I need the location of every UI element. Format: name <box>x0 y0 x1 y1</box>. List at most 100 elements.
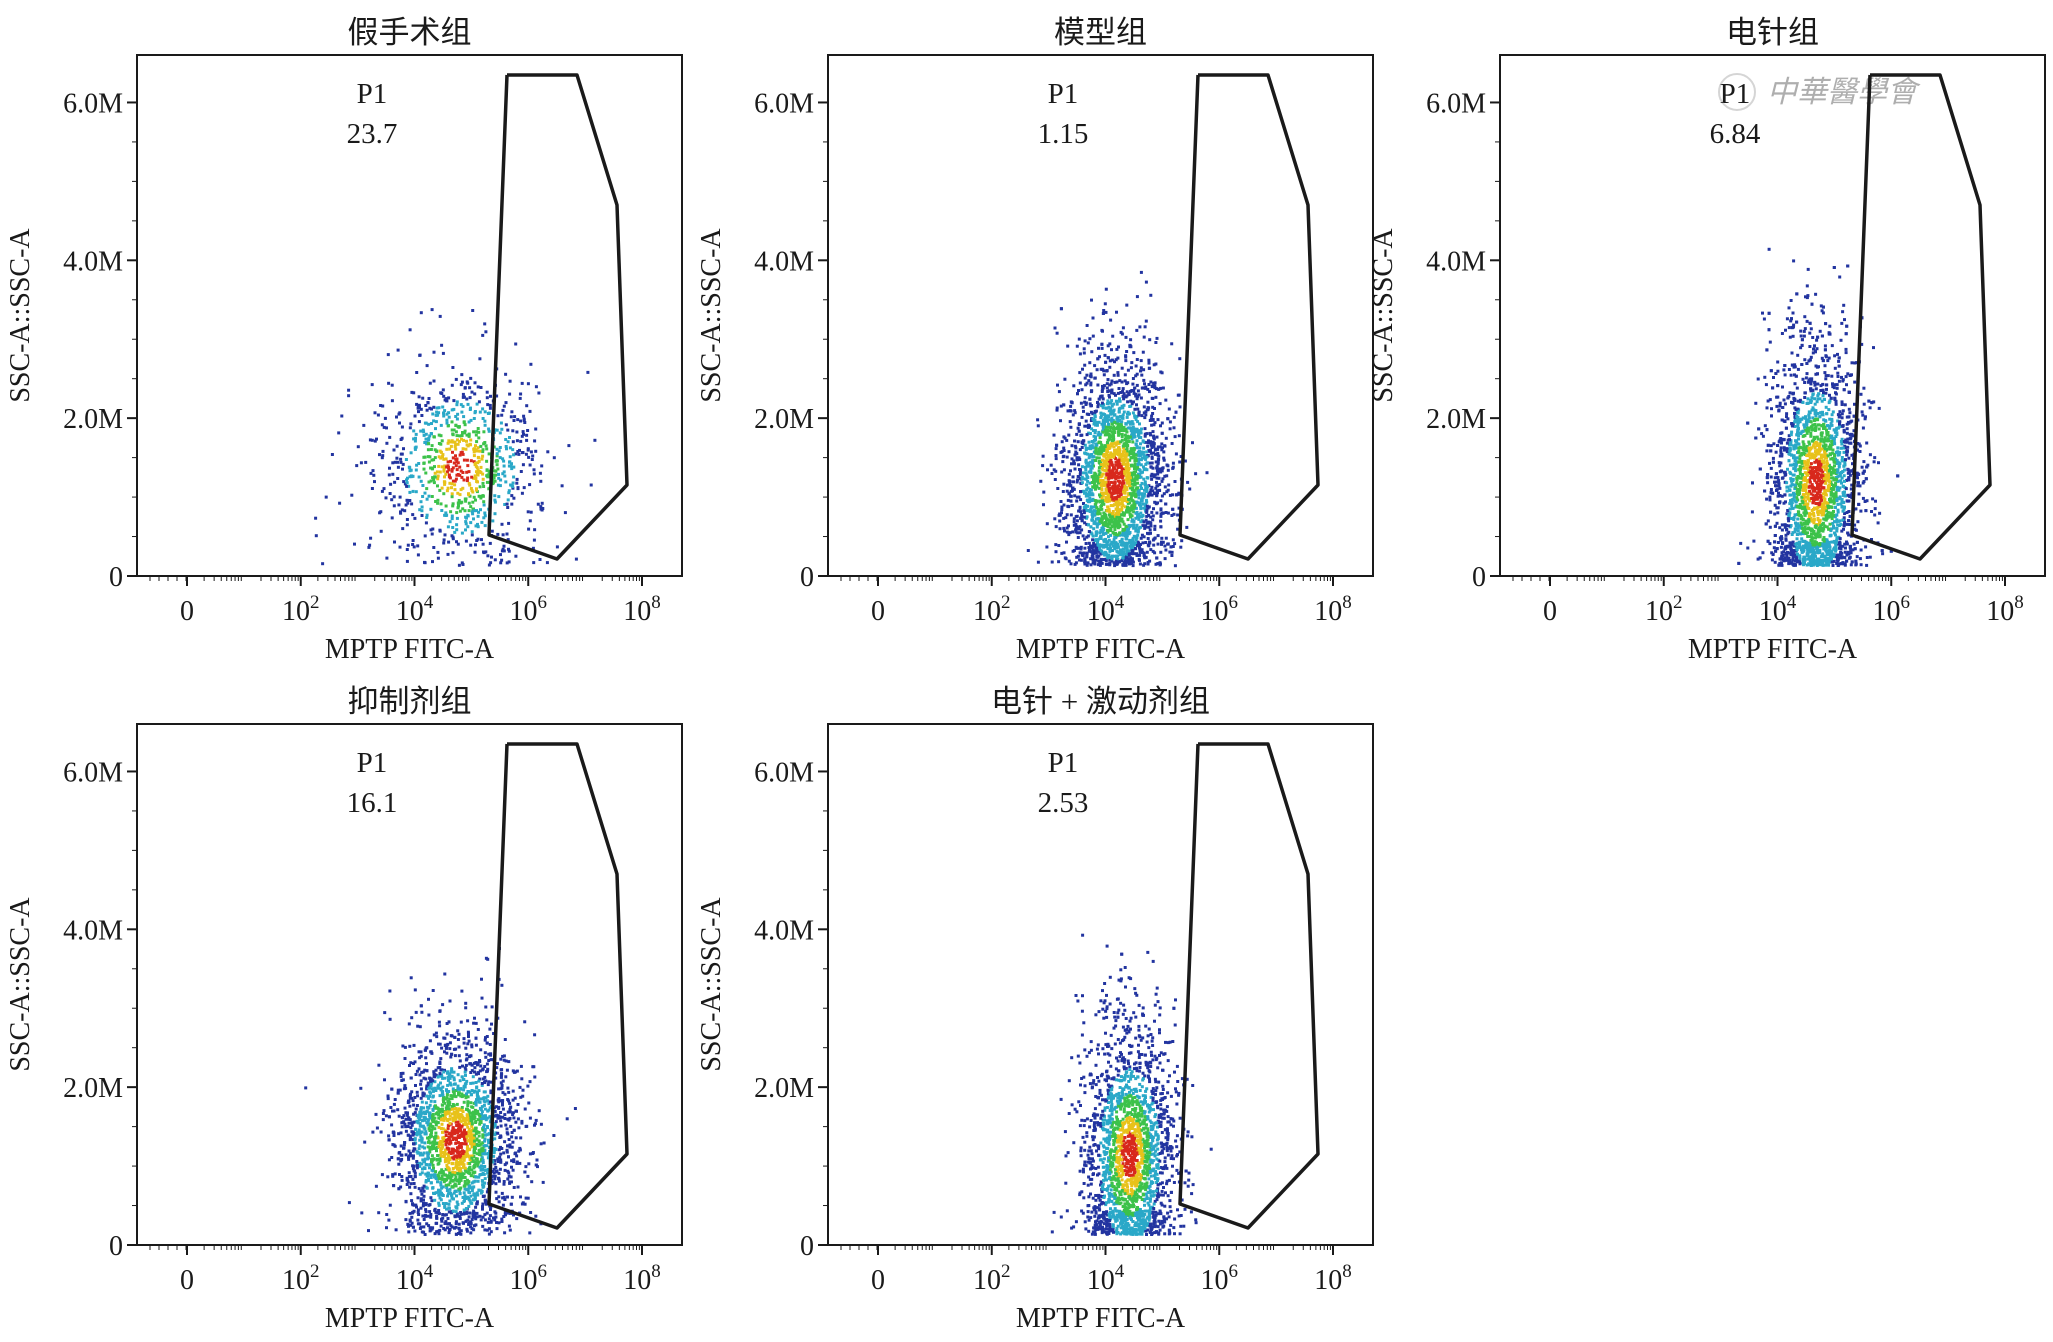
event-dot <box>1118 481 1122 485</box>
event-dot <box>432 435 436 439</box>
event-dot <box>1124 335 1128 339</box>
event-dot <box>387 381 391 385</box>
event-dot <box>415 402 419 406</box>
event-dot <box>1126 426 1130 430</box>
event-dot <box>501 408 505 412</box>
event-dot <box>1078 505 1082 509</box>
event-dot <box>1150 396 1154 400</box>
event-dot <box>495 463 499 467</box>
event-dot <box>1105 482 1109 486</box>
event-dot <box>528 409 532 413</box>
event-dot <box>1125 303 1129 307</box>
event-dot <box>1089 372 1093 376</box>
event-dot <box>507 549 511 553</box>
event-dot <box>1769 475 1773 479</box>
y-tick-label: 4.0M <box>1426 246 1486 277</box>
event-dot <box>1845 427 1849 431</box>
event-dot <box>418 404 421 408</box>
event-dot <box>1159 386 1163 390</box>
event-dot <box>1119 429 1123 432</box>
event-dot <box>424 471 428 475</box>
event-dot <box>410 502 414 506</box>
event-dot <box>1134 364 1138 368</box>
event-dot <box>1094 477 1098 480</box>
event-dot <box>522 486 526 490</box>
event-dot <box>1815 338 1819 342</box>
event-dot <box>1126 468 1130 472</box>
event-dot <box>405 498 409 502</box>
event-dot <box>1094 435 1097 439</box>
event-dot <box>1118 462 1122 466</box>
event-dot <box>504 445 508 448</box>
event-dot <box>476 537 480 541</box>
event-dot <box>1074 450 1078 454</box>
event-dot <box>1134 453 1138 457</box>
event-dot <box>1122 496 1126 500</box>
event-dot <box>464 447 468 451</box>
event-dot <box>1123 543 1127 547</box>
event-dot <box>1167 483 1171 487</box>
event-dot <box>1792 323 1796 327</box>
event-dot <box>1087 379 1091 383</box>
event-dot <box>491 519 495 523</box>
event-dot <box>1796 529 1800 533</box>
event-dot <box>1791 311 1795 315</box>
event-dot <box>389 482 393 486</box>
event-dot <box>417 420 421 424</box>
event-dot <box>456 506 460 510</box>
event-dot <box>1082 551 1086 555</box>
event-dot <box>1135 372 1139 376</box>
event-dot <box>1112 392 1116 396</box>
y-tick-label: 2.0M <box>1426 404 1486 435</box>
event-dot <box>468 386 472 390</box>
event-dot <box>1115 471 1119 475</box>
event-dot <box>1104 419 1108 423</box>
event-dot <box>1136 515 1140 519</box>
event-dot <box>401 527 405 531</box>
event-dot <box>1140 386 1144 390</box>
event-dot <box>402 480 406 484</box>
event-dot <box>1159 470 1163 474</box>
event-dot <box>1065 438 1069 442</box>
event-dot <box>1130 476 1134 480</box>
event-dot <box>1077 546 1081 550</box>
event-dot <box>459 451 463 455</box>
event-dot <box>1128 507 1132 511</box>
event-dot <box>436 477 440 481</box>
event-dot <box>1100 404 1104 408</box>
event-dot <box>1104 287 1108 291</box>
event-dot <box>1079 481 1083 485</box>
event-dot <box>1138 429 1142 433</box>
event-dot <box>1069 494 1073 498</box>
event-dot <box>1160 421 1164 425</box>
event-dot <box>1802 465 1806 469</box>
event-dot <box>1092 505 1096 509</box>
event-dot <box>1094 409 1098 413</box>
event-dot <box>1128 531 1132 534</box>
event-dot <box>1113 496 1117 500</box>
event-dot <box>1141 541 1145 545</box>
event-dot <box>1857 442 1861 446</box>
event-dot <box>1151 514 1155 518</box>
event-dot <box>1096 522 1100 526</box>
event-dot <box>525 438 529 442</box>
event-dot <box>429 507 433 511</box>
event-dot <box>408 466 412 470</box>
event-dot <box>1812 514 1816 518</box>
event-dot <box>1129 426 1133 430</box>
event-dot <box>362 423 366 427</box>
event-dot <box>1118 560 1122 564</box>
event-dot <box>1143 386 1147 390</box>
event-dot <box>461 452 465 456</box>
event-dot <box>521 451 525 454</box>
event-dot <box>438 529 442 533</box>
event-dot <box>401 467 404 471</box>
event-dot <box>1110 419 1114 423</box>
event-dot <box>372 473 376 477</box>
event-dot <box>447 411 451 415</box>
event-dot <box>461 392 465 396</box>
event-dot <box>500 549 504 553</box>
gate-name: P1 <box>357 78 388 110</box>
event-dot <box>434 420 438 424</box>
event-dot <box>1078 381 1082 385</box>
